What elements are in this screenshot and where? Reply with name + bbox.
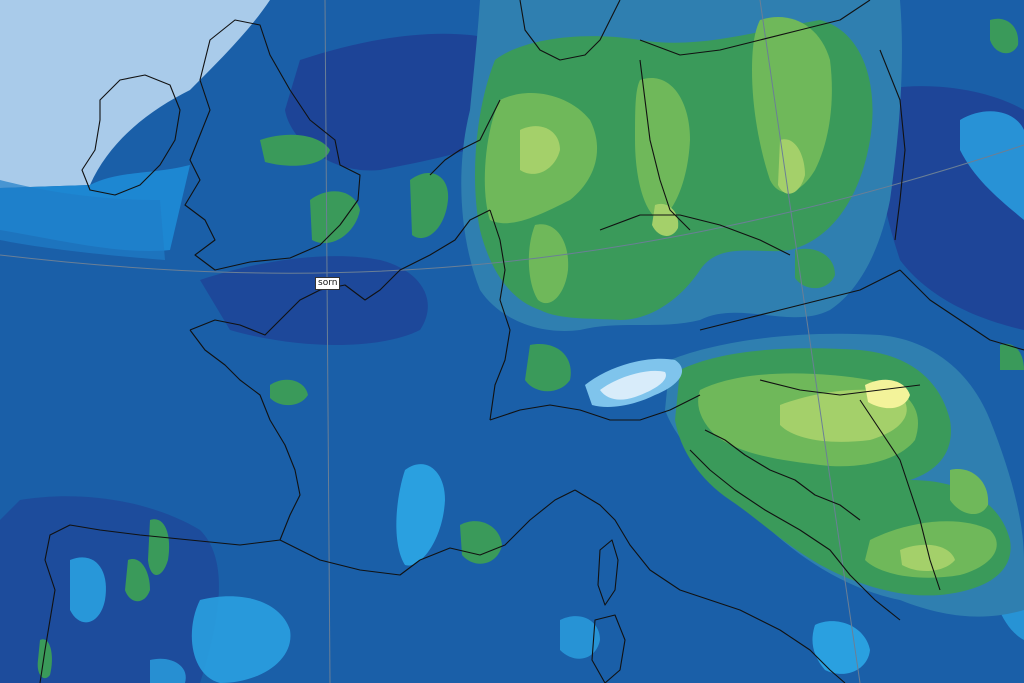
dark-blue-southwest xyxy=(0,496,219,683)
coast-italy-west xyxy=(574,489,846,683)
lightblue-patch-7 xyxy=(150,658,186,683)
coast-brittany-biscay xyxy=(189,329,301,541)
dark-blue-central xyxy=(200,256,428,345)
green-low-spot-4 xyxy=(125,559,150,602)
border-czech xyxy=(599,214,791,256)
yellow-peak xyxy=(865,379,910,409)
lightblue-patch-6 xyxy=(560,616,600,659)
coast-france-west xyxy=(189,209,491,336)
border-poland-east xyxy=(879,49,906,241)
coast-great-britain xyxy=(184,19,361,271)
coast-ireland xyxy=(81,74,181,196)
green-low-alps xyxy=(525,344,571,392)
green-mid-east-spot xyxy=(950,469,989,515)
green-high-north-2 xyxy=(778,139,805,194)
coast-sardinia xyxy=(591,614,626,683)
parallel-mid xyxy=(0,144,1024,274)
lightblue-patch-2 xyxy=(191,596,291,683)
meridian-west xyxy=(324,0,331,683)
border-alps xyxy=(489,394,701,421)
lightblue-patch-1 xyxy=(396,464,445,566)
border-romania xyxy=(899,269,1024,351)
coast-mediterranean-france xyxy=(419,489,576,561)
lightblue-patch-5 xyxy=(812,621,870,674)
green-low-spot-6 xyxy=(37,639,52,679)
green-mid-north-4 xyxy=(528,224,569,304)
lightblue-patch-3 xyxy=(70,557,106,623)
lightblue-patch-4 xyxy=(960,111,1024,220)
coast-baltic xyxy=(639,0,871,56)
border-germany-poland xyxy=(639,59,691,231)
green-mid-north-3 xyxy=(752,16,832,193)
location-label: sorn xyxy=(315,277,341,290)
border-france-spain xyxy=(279,539,421,576)
border-austria-hungary xyxy=(699,269,901,331)
border-balkans-1 xyxy=(859,399,941,591)
coast-corsica xyxy=(597,539,619,606)
border-hungary-south xyxy=(759,379,921,396)
atlantic-band-2 xyxy=(0,180,165,260)
coast-netherlands xyxy=(429,99,501,176)
green-low-west-2 xyxy=(310,191,360,244)
green-high-southeast xyxy=(900,544,955,572)
coast-spain-north xyxy=(39,524,281,683)
coast-italy-east xyxy=(689,449,901,621)
green-low-spot-7 xyxy=(795,248,835,289)
border-france-germany xyxy=(489,209,511,421)
coast-denmark xyxy=(519,0,621,61)
ocean-light-region xyxy=(0,0,270,188)
green-low-west-1 xyxy=(260,134,330,166)
green-low-spot-8 xyxy=(1000,343,1024,370)
alps-white-patch xyxy=(600,370,666,400)
green-high-north-1 xyxy=(520,126,560,174)
green-mid-north-2 xyxy=(635,78,690,220)
green-low-west-3 xyxy=(410,172,449,239)
green-low-spot-5 xyxy=(990,18,1019,54)
green-low-spot-3 xyxy=(148,519,170,575)
coast-adriatic-east xyxy=(704,429,861,521)
green-low-spot-1 xyxy=(270,379,308,406)
coastlines-and-borders xyxy=(39,0,1024,683)
meridian-east xyxy=(759,0,861,683)
